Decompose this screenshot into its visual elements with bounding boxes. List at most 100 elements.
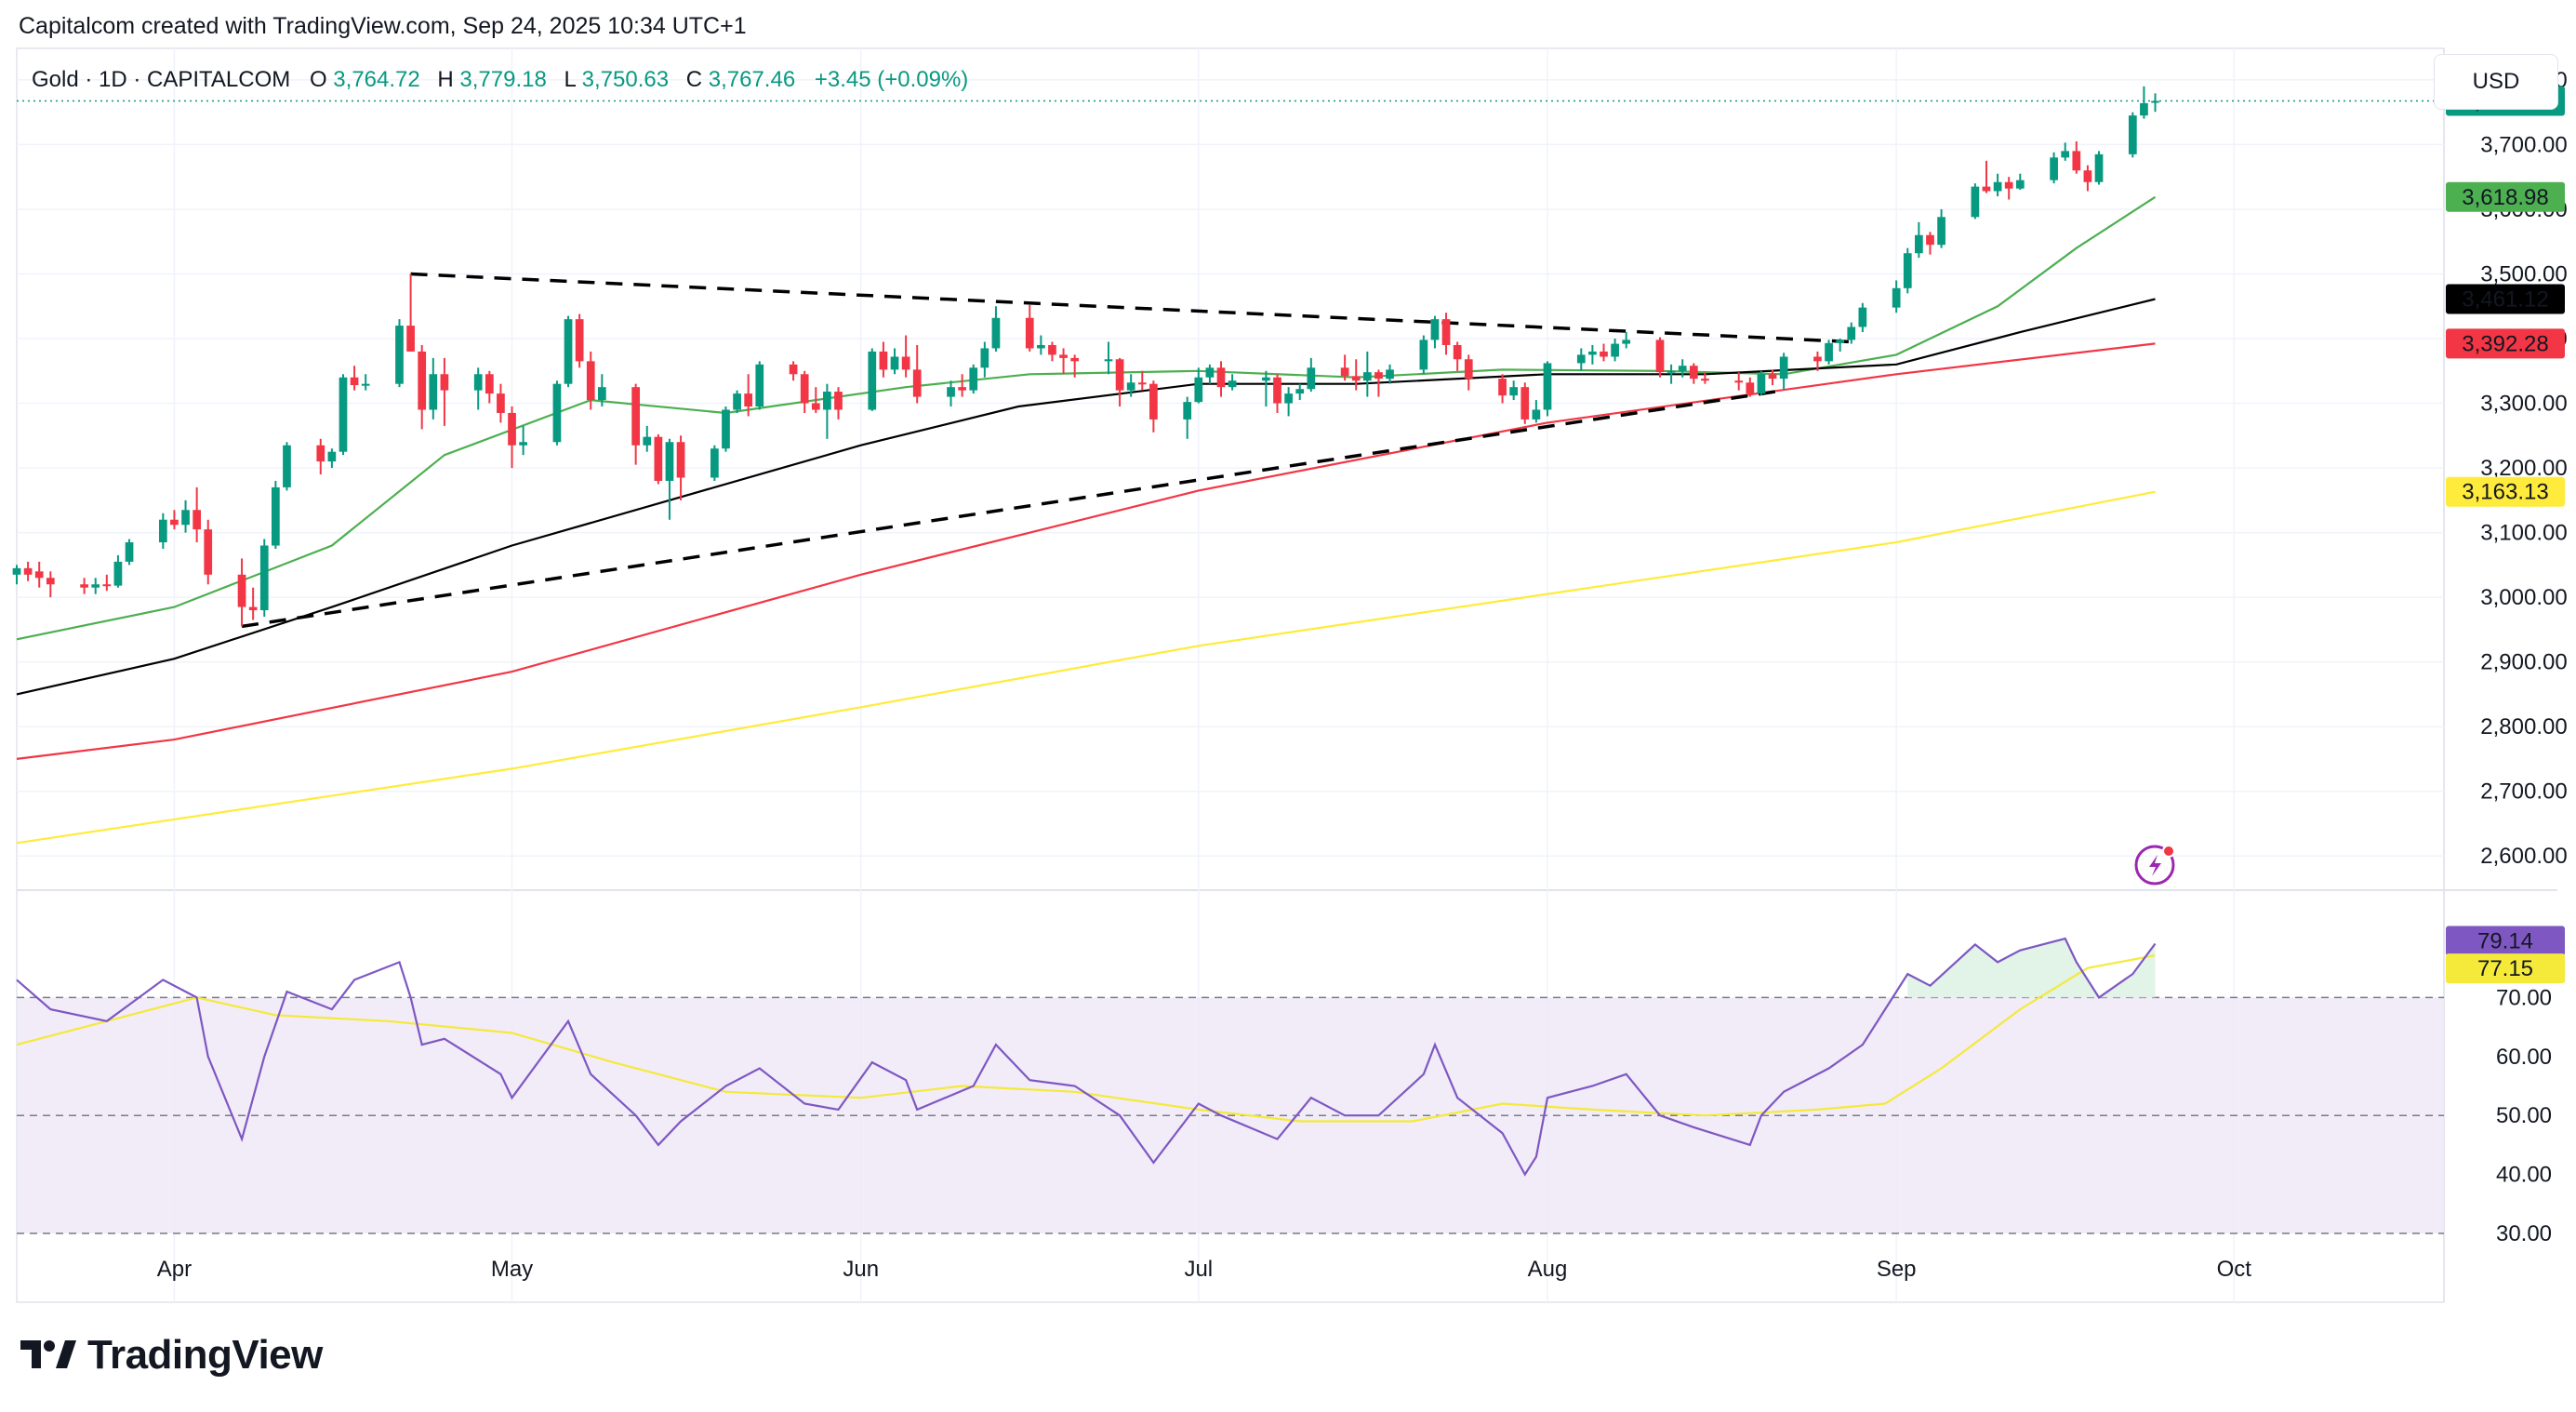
candle-body: [980, 348, 989, 368]
candle-body: [811, 403, 820, 410]
candle-body: [91, 584, 100, 588]
candle-body: [1059, 354, 1068, 358]
currency-selector[interactable]: USD: [2434, 54, 2558, 110]
moving-average-layer: [16, 195, 2157, 845]
candle-body: [2140, 102, 2148, 116]
price-label-layer: 3,767.463,618.983,461.123,392.283,163.13…: [17, 86, 2565, 984]
candle-body: [1307, 367, 1316, 390]
candle-body: [597, 387, 606, 401]
candle-body: [23, 567, 33, 575]
date-tick-label: Sep: [1877, 1257, 1917, 1282]
candle-body: [800, 374, 809, 404]
candle-body: [1611, 343, 1619, 357]
candle-body: [631, 387, 641, 446]
candle-body: [1734, 380, 1744, 383]
candle-body: [868, 351, 877, 410]
candle-body: [834, 392, 843, 410]
candle-body: [1622, 340, 1631, 344]
candle-body: [429, 374, 438, 410]
rsi-tick-label: 50.00: [2496, 1103, 2552, 1128]
candle-body: [1430, 319, 1440, 340]
candle-body: [1576, 354, 1586, 364]
candle-body: [1915, 234, 1923, 254]
date-tick-label: May: [491, 1257, 533, 1282]
candle-body: [744, 393, 753, 407]
candle-body: [1666, 370, 1676, 373]
candle-body: [1746, 382, 1755, 394]
rsi-ma-tag-bg: [2446, 953, 2565, 984]
candle-body: [485, 374, 494, 394]
rsi-tag: 79.14: [2477, 928, 2533, 953]
candle-body: [1036, 344, 1045, 349]
ma50-tag: 3,461.12: [2462, 287, 2548, 313]
attribution-text: Capitalcom created with TradingView.com,…: [19, 13, 747, 39]
candle-body: [406, 326, 415, 352]
rsi-tick-label: 60.00: [2496, 1045, 2552, 1070]
candle-body: [1262, 377, 1270, 381]
candle-body: [969, 367, 978, 391]
open-label: O: [310, 67, 327, 92]
date-tick-label: Oct: [2217, 1257, 2252, 1282]
candle-body: [327, 451, 337, 462]
rsi-ma-line: [16, 954, 2156, 1123]
price-tick-label: 3,700.00: [2480, 132, 2567, 157]
candle-body: [2094, 153, 2104, 182]
candle-body: [665, 442, 674, 481]
candle-body: [1126, 382, 1135, 391]
candle-body: [823, 392, 831, 410]
candle-body: [1441, 319, 1451, 345]
ma50-line: [16, 298, 2156, 696]
low-label: L: [564, 67, 577, 92]
candle-body: [1858, 307, 1867, 327]
candle-body: [473, 374, 483, 391]
candle-body: [248, 606, 258, 611]
candle-body: [1655, 340, 1665, 373]
rsi-ma-tag: 77.15: [2477, 956, 2533, 981]
candle-body: [991, 317, 1001, 349]
candle-body: [552, 383, 562, 443]
date-tick-label: Jul: [1184, 1257, 1213, 1282]
candle-body: [1813, 356, 1822, 362]
change-value: +3.45 (+0.09%): [815, 67, 968, 92]
rsi-overbought-fill: [1907, 939, 2156, 998]
candle-body: [1453, 344, 1462, 360]
candle-body: [259, 545, 269, 611]
candle-body: [170, 519, 179, 526]
candle-body: [1228, 380, 1237, 388]
candle-body: [2151, 100, 2159, 103]
rsi-tick-label: 30.00: [2496, 1221, 2552, 1246]
candle-body: [1847, 326, 1856, 340]
candle-body: [1070, 357, 1080, 362]
price-tick-label: 3,300.00: [2480, 392, 2567, 417]
candle-body: [1183, 402, 1192, 420]
lightning-alert-icon[interactable]: [2134, 845, 2175, 886]
candle-body: [1419, 340, 1428, 370]
candle-body: [1104, 359, 1113, 362]
candle-body: [890, 356, 899, 370]
candle-body: [1194, 377, 1203, 403]
candle-body: [497, 393, 505, 413]
candle-body: [1025, 317, 1034, 349]
candle-body: [361, 383, 370, 386]
candle-body: [1351, 376, 1361, 381]
candle-body: [181, 510, 190, 526]
candle-body: [418, 351, 427, 410]
candle-body: [722, 409, 730, 449]
candle-body: [1825, 342, 1833, 362]
rsi-tick-label: 70.00: [2496, 985, 2552, 1010]
candle-body: [1757, 374, 1766, 394]
low-value: 3,750.63: [582, 67, 669, 92]
candle-body: [575, 319, 584, 362]
brand-footer: TradingView: [20, 1332, 323, 1379]
tradingview-logo-icon: [20, 1340, 76, 1368]
ma20-line: [16, 195, 2157, 641]
candle-body: [1295, 389, 1305, 394]
candle-body: [1926, 234, 1934, 246]
rsi-tag-bg: [2446, 926, 2565, 956]
candle-body: [519, 442, 527, 446]
price-tick-label: 2,900.00: [2480, 650, 2567, 675]
ma200-tag-bg: [2446, 476, 2565, 507]
rsi-line: [16, 937, 2157, 1177]
